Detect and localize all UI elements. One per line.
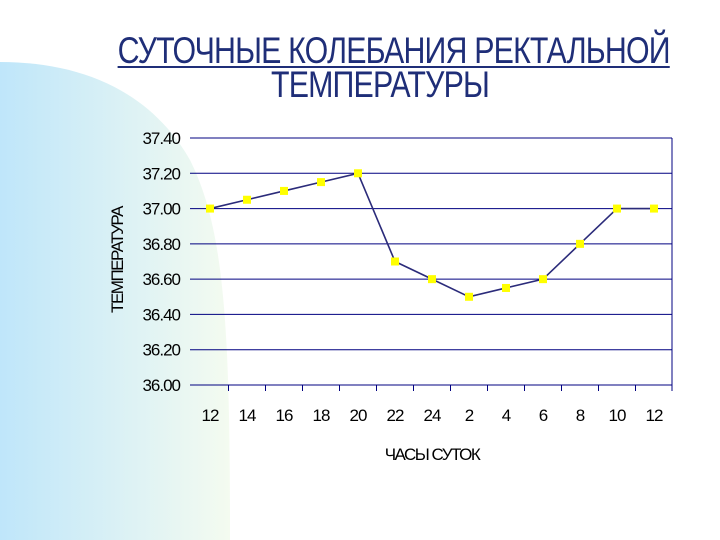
title-line-2: ТЕМПЕРАТУРЫ (270, 64, 490, 105)
data-point-3 (317, 178, 325, 187)
x-tick-label: 2 (465, 406, 474, 425)
data-point-4 (354, 169, 362, 178)
y-tick-label: 37.40 (142, 129, 180, 148)
x-tick-label: 8 (576, 406, 585, 425)
data-point-9 (539, 275, 547, 284)
x-tick-label: 12 (646, 406, 663, 425)
x-tick-label: 22 (387, 406, 404, 425)
page-title: СУТОЧНЫЕ КОЛЕБАНИЯ РЕКТАЛЬНОЙ ТЕМПЕРАТУР… (117, 30, 671, 105)
y-tick-label: 37.00 (142, 200, 180, 219)
data-point-6 (428, 275, 436, 284)
x-tick-labels: 12 14 16 18 20 22 24 2 4 6 8 10 12 (202, 385, 664, 425)
x-tick-label: 14 (239, 406, 256, 425)
gridlines (190, 137, 672, 386)
title-line-1: СУТОЧНЫЕ КОЛЕБАНИЯ РЕКТАЛЬНОЙ (117, 30, 671, 71)
x-tick-label: 4 (502, 406, 511, 425)
data-point-8 (502, 283, 510, 292)
x-tick-label: 18 (313, 406, 330, 425)
data-point-11 (613, 204, 621, 213)
data-point-0 (206, 204, 214, 213)
y-tick-label: 37.20 (142, 164, 180, 183)
y-tick-label: 36.20 (142, 341, 180, 360)
background-shape (0, 62, 230, 540)
x-tick-label: 16 (276, 406, 293, 425)
data-point-5 (391, 257, 399, 266)
x-tick-label: 6 (539, 406, 548, 425)
x-tick-label: 20 (350, 406, 367, 425)
data-point-10 (576, 239, 584, 248)
data-point-7 (465, 292, 473, 301)
y-axis-label: ТЕМПЕРАТУРА (108, 205, 127, 313)
series-temperature (206, 169, 658, 301)
y-tick-labels: 37.40 37.20 37.00 36.80 36.60 36.40 36.20 36.00 (142, 129, 181, 395)
y-tick-label: 36.40 (142, 305, 180, 324)
y-tick-label: 36.00 (142, 376, 180, 395)
x-tick-label: 24 (424, 406, 441, 425)
x-tick-label: 12 (202, 406, 219, 425)
data-point-2 (280, 186, 288, 195)
x-axis-label: ЧАСЫ СУТОК (385, 445, 481, 464)
x-tick-label: 10 (609, 406, 626, 425)
y-tick-label: 36.60 (142, 270, 180, 289)
data-point-1 (243, 195, 251, 204)
data-point-12 (650, 204, 658, 213)
y-tick-label: 36.80 (142, 235, 180, 254)
